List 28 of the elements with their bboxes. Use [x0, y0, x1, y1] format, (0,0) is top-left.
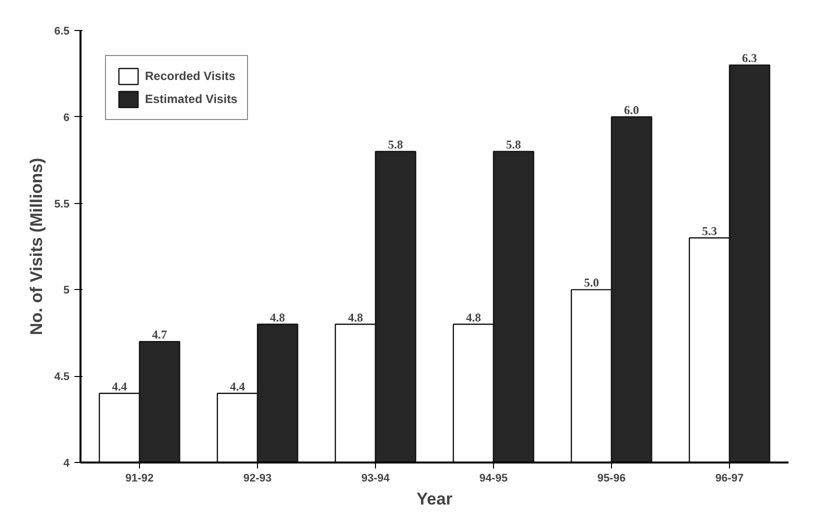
- data-label: 4.4: [230, 379, 245, 394]
- x-tick-label: 96-97: [715, 472, 744, 484]
- x-tick-label: 93-94: [361, 472, 390, 484]
- data-label: 4.8: [466, 310, 481, 324]
- legend-label: Estimated Visits: [145, 92, 238, 106]
- data-label: 4.8: [270, 310, 286, 324]
- y-axis-title: No. of Visits (Millions): [27, 158, 46, 336]
- y-tick-label: 4: [63, 458, 70, 470]
- data-label: 4.8: [348, 310, 363, 324]
- data-label: 5.0: [584, 276, 599, 290]
- data-label: 6.0: [624, 102, 640, 117]
- y-tick-label: 5: [63, 284, 70, 297]
- y-tick-label: 6.5: [54, 26, 70, 38]
- x-axis-title: Year: [416, 490, 453, 508]
- legend-label: Recorded Visits: [145, 69, 236, 83]
- data-label: 4.7: [152, 328, 168, 342]
- data-label: 4.4: [112, 379, 127, 394]
- data-label: 6.3: [742, 51, 758, 66]
- data-label: 5.8: [506, 137, 522, 152]
- x-tick-label: 92-93: [243, 472, 272, 484]
- data-label: 5.8: [388, 137, 404, 152]
- y-tick-label: 5.5: [54, 198, 70, 210]
- x-tick-label: 91-92: [125, 472, 154, 484]
- x-tick-label: 94-95: [479, 472, 508, 484]
- y-tick-label: 4.5: [54, 371, 70, 384]
- x-tick-label: 95-96: [597, 472, 626, 484]
- y-tick-label: 6: [63, 112, 70, 124]
- data-label: 5.3: [702, 224, 717, 238]
